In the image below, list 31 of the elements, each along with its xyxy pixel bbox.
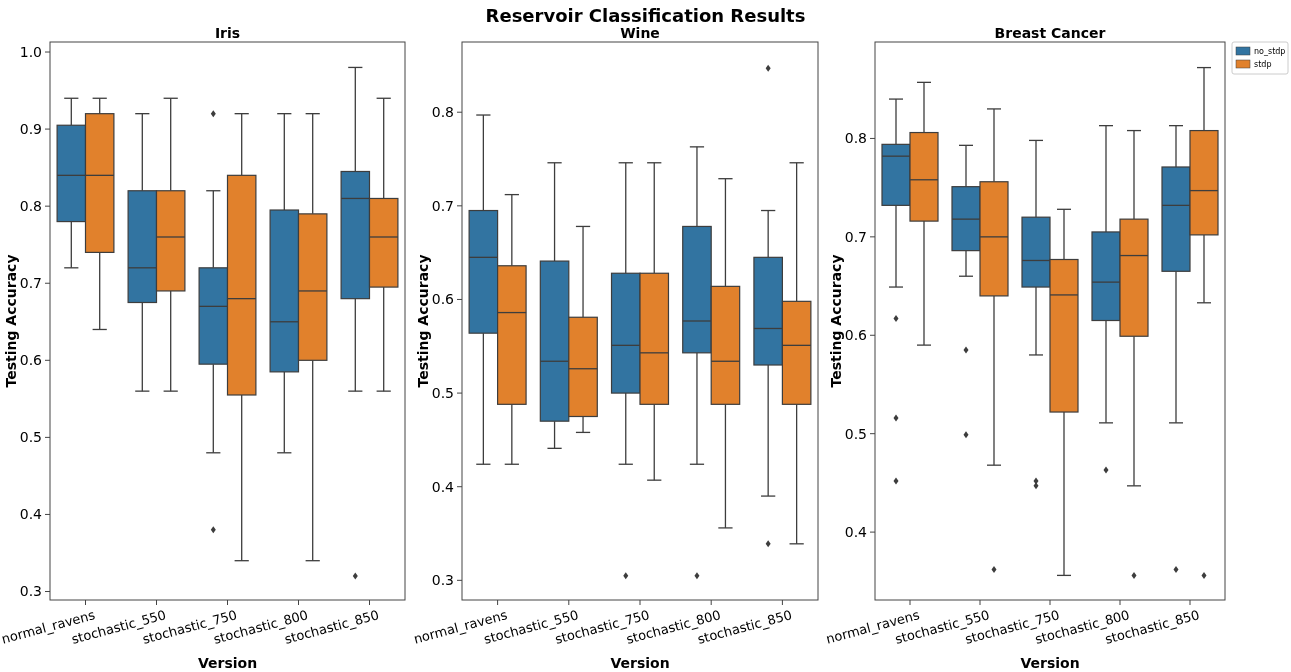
y-tick-label: 0.3	[431, 572, 454, 589]
y-tick-label: 0.3	[19, 583, 42, 600]
y-axis-title: Testing Accuracy	[828, 254, 844, 388]
y-tick-label: 0.8	[431, 104, 454, 121]
y-tick-label: 0.9	[19, 120, 42, 137]
y-tick-label: 0.4	[844, 524, 868, 540]
x-axis-title: Version	[1020, 655, 1080, 671]
y-tick-label: 0.5	[19, 429, 42, 446]
y-tick-label: 1.0	[19, 43, 42, 60]
y-tick-label: 0.5	[844, 425, 867, 442]
text: Reservoir Classification Results	[485, 5, 806, 26]
y-tick-label: 0.4	[19, 506, 43, 523]
y-tick-label: 0.6	[431, 291, 455, 308]
y-axis-title: Testing Accuracy	[415, 254, 431, 388]
chart-title: Iris	[214, 25, 241, 41]
y-tick-label: 0.4	[431, 478, 455, 495]
legend-label: stdp	[1254, 59, 1272, 69]
y-tick-label: 0.6	[844, 327, 868, 344]
y-tick-label: 0.7	[844, 228, 867, 245]
y-tick-label: 0.8	[844, 130, 867, 147]
chart-title: Breast Cancer	[994, 25, 1106, 41]
y-tick-label: 0.7	[431, 197, 454, 214]
x-axis-title: Version	[610, 655, 670, 671]
y-tick-label: 0.8	[19, 198, 42, 215]
y-tick-label: 0.6	[19, 352, 43, 369]
y-tick-label: 0.5	[431, 384, 454, 401]
y-axis-title: Testing Accuracy	[3, 254, 19, 388]
y-tick-label: 0.7	[19, 275, 42, 292]
chart-title: Wine	[620, 25, 660, 41]
x-axis-title: Version	[197, 655, 258, 671]
legend-label: no_stdp	[1254, 46, 1286, 56]
